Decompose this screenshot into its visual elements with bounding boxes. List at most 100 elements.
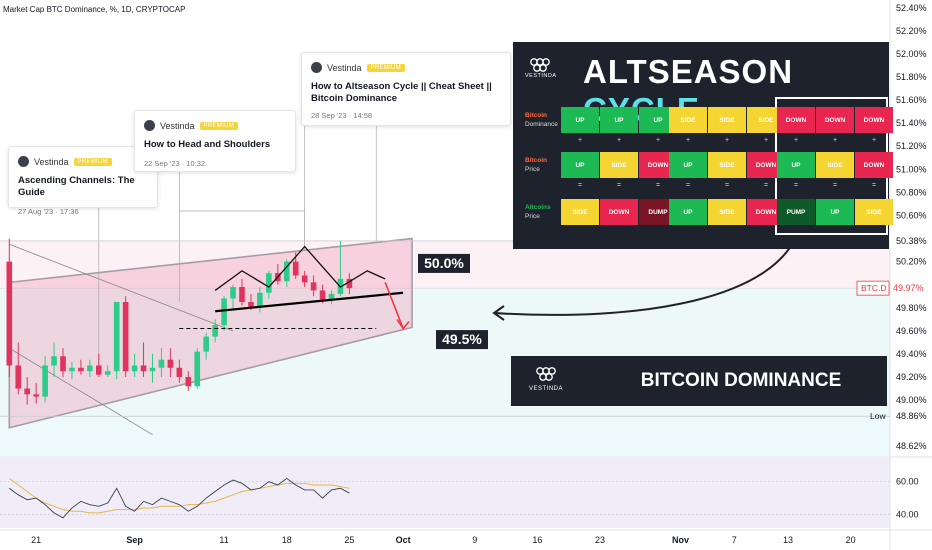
operator-sign: + (871, 137, 877, 144)
candle-body (301, 275, 308, 283)
cycle-cell: SIDE (600, 152, 638, 178)
oscillator-line (9, 477, 350, 519)
author-avatar (144, 120, 155, 131)
price-tick-label: 52.20% (896, 26, 927, 36)
price-tick-label: 49.20% (896, 372, 927, 382)
arrow-head (396, 319, 410, 330)
altseason-cycle-panel: VESTINDA ALTSEASON CYCLE BitcoinDominanc… (513, 42, 893, 249)
time-tick-label: 7 (732, 535, 737, 545)
candle-body (328, 293, 335, 300)
operator-sign: = (832, 182, 838, 189)
candle-body (248, 302, 254, 308)
high-tag-value: 50.38% (896, 236, 927, 246)
price-tick-label: 50.60% (896, 210, 927, 220)
operator-sign: = (793, 182, 799, 189)
price-tags: 50.38%HighLowBTC.D49.97% (856, 233, 932, 421)
cycle-cell: DOWN (600, 199, 638, 225)
vestinda-logo-icon (530, 58, 550, 72)
candle-body (69, 367, 75, 372)
premium-badge: PREMIUM (199, 121, 238, 130)
price-axis[interactable]: 52.40% 52.20% 52.00% 51.80% 51.60% 51.40% 51.2… (896, 3, 927, 451)
idea-card-head-and-shoulders[interactable]: Vestinda PREMIUM How to Head and Shoulder… (134, 110, 296, 172)
idea-title: Ascending Channels: The Guide (18, 175, 135, 198)
operator-sign: = (763, 182, 769, 189)
cycle-cell: DOWN (855, 152, 893, 178)
high-tag-bg (890, 233, 932, 248)
oscillator-tick-label: 60.00 (896, 477, 919, 487)
premium-badge: PREMIUM (73, 157, 112, 166)
oscillator-grid (0, 481, 890, 515)
candle-body (42, 365, 48, 397)
price-annotations: 50.0% 49.5% (418, 253, 505, 350)
cycle-cell: DOWN (855, 107, 893, 133)
row-label-primary: Altcoins (525, 204, 551, 211)
candle-body (96, 365, 102, 375)
candle-body (60, 356, 66, 372)
row-label: Altcoins Price (525, 203, 551, 221)
author-name: Vestinda (327, 62, 362, 73)
row-label: Bitcoin Price (525, 156, 547, 174)
descending-trendline-2[interactable] (9, 347, 153, 436)
cycle-cell: SIDE (855, 199, 893, 225)
author-avatar (18, 156, 29, 167)
ticker-tag (856, 280, 890, 296)
candle-body (104, 371, 111, 375)
idea-card-altseason-cycle[interactable]: Vestinda PREMIUM How to Altseason Cycle |… (301, 52, 511, 126)
annotation-box (418, 253, 470, 273)
author-name: Vestinda (34, 156, 69, 167)
candle-body (319, 290, 326, 300)
idea-date: 22 Sep '23 · 10:32 (144, 159, 206, 168)
operator-sign: + (577, 137, 583, 144)
head-shoulders-pattern[interactable] (214, 245, 386, 291)
candle-body (283, 261, 290, 282)
price-tick-label: 50.20% (896, 257, 927, 267)
candle-body (221, 298, 227, 326)
last-price-value: 49.97% (893, 283, 924, 293)
annotation-label-49: 49.5% (442, 331, 482, 347)
cycle-cell: PUMP (777, 199, 815, 225)
descending-trendline[interactable] (9, 243, 234, 332)
price-tick-label: 50.80% (896, 187, 927, 197)
arrow-shaft (384, 282, 404, 329)
cycle-cell: SIDE (561, 199, 599, 225)
row-label-primary: Bitcoin (525, 157, 548, 164)
time-tick-label: Nov (672, 535, 689, 545)
neckline[interactable] (215, 291, 404, 313)
cycle-cell: SIDE (669, 107, 707, 133)
candle-body (122, 302, 129, 372)
connector-line (179, 210, 305, 251)
candle-body (149, 367, 156, 372)
candle-body (15, 365, 22, 389)
candle-body (230, 287, 236, 299)
bottom-band (0, 416, 890, 456)
time-tick-label: Oct (396, 535, 411, 545)
candle-body (292, 261, 299, 276)
cycle-cell: DOWN (816, 107, 854, 133)
oscillator-axis: 60.00 40.00 (896, 477, 919, 520)
price-tick-label: 49.60% (896, 326, 927, 336)
cycle-cell: SIDE (816, 152, 854, 178)
cycle-cell: UP (816, 199, 854, 225)
idea-card-ascending-channels[interactable]: Vestinda PREMIUM Ascending Channels: The … (8, 146, 158, 216)
time-axis[interactable]: 21 Sep 11 18 25 Oct 9 16 23 Nov 7 13 20 (31, 535, 855, 545)
cycle-cell: UP (600, 107, 638, 133)
candle-body (158, 359, 165, 368)
candle-body (24, 388, 30, 395)
row-label-secondary: Price (525, 166, 540, 173)
bitcoin-dominance-banner: VESTINDA BITCOIN DOMINANCE (511, 356, 887, 406)
operator-sign: + (763, 137, 769, 144)
price-tick-label: 51.20% (896, 141, 927, 151)
cycle-cell: UP (669, 152, 707, 178)
price-tick-label: 48.62% (896, 441, 927, 451)
oscillator-pane (0, 458, 890, 528)
price-tick-label: 52.40% (896, 3, 927, 13)
candle-body (257, 292, 263, 308)
operator-sign: + (724, 137, 730, 144)
oscillator-tick-label: 40.00 (896, 510, 919, 520)
operator-sign: + (685, 137, 691, 144)
row-label-primary: Bitcoin (525, 112, 548, 119)
candle-body (167, 359, 174, 368)
candle-body (212, 325, 218, 337)
low-label: Low (870, 411, 886, 421)
time-tick-label: 11 (219, 535, 228, 545)
